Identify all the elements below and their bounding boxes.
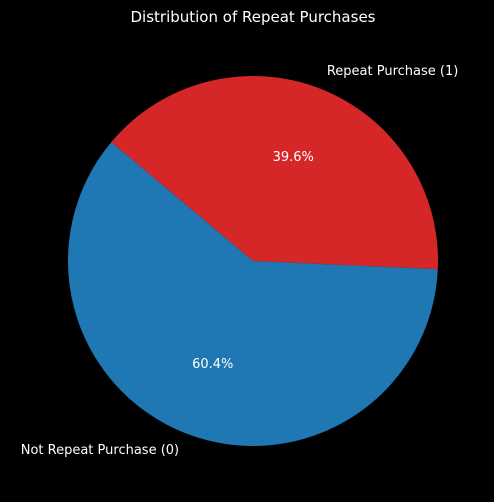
slice-label-repeat-purchase-1: Repeat Purchase (1) xyxy=(327,64,458,79)
slice-percent-not-repeat-purchase-0: 60.4% xyxy=(192,357,233,372)
chart-title: Distribution of Repeat Purchases xyxy=(130,8,375,26)
pie-slice-repeat-purchase-1 xyxy=(111,75,439,270)
slice-percent-repeat-purchase-1: 39.6% xyxy=(273,150,314,165)
slice-label-not-repeat-purchase-0: Not Repeat Purchase (0) xyxy=(21,443,179,458)
pie-labels: Repeat Purchase (1) 39.6% Not Repeat Purch… xyxy=(21,64,459,458)
pie-slice-not-repeat-purchase-0 xyxy=(68,142,438,446)
pie-slices xyxy=(68,75,439,446)
